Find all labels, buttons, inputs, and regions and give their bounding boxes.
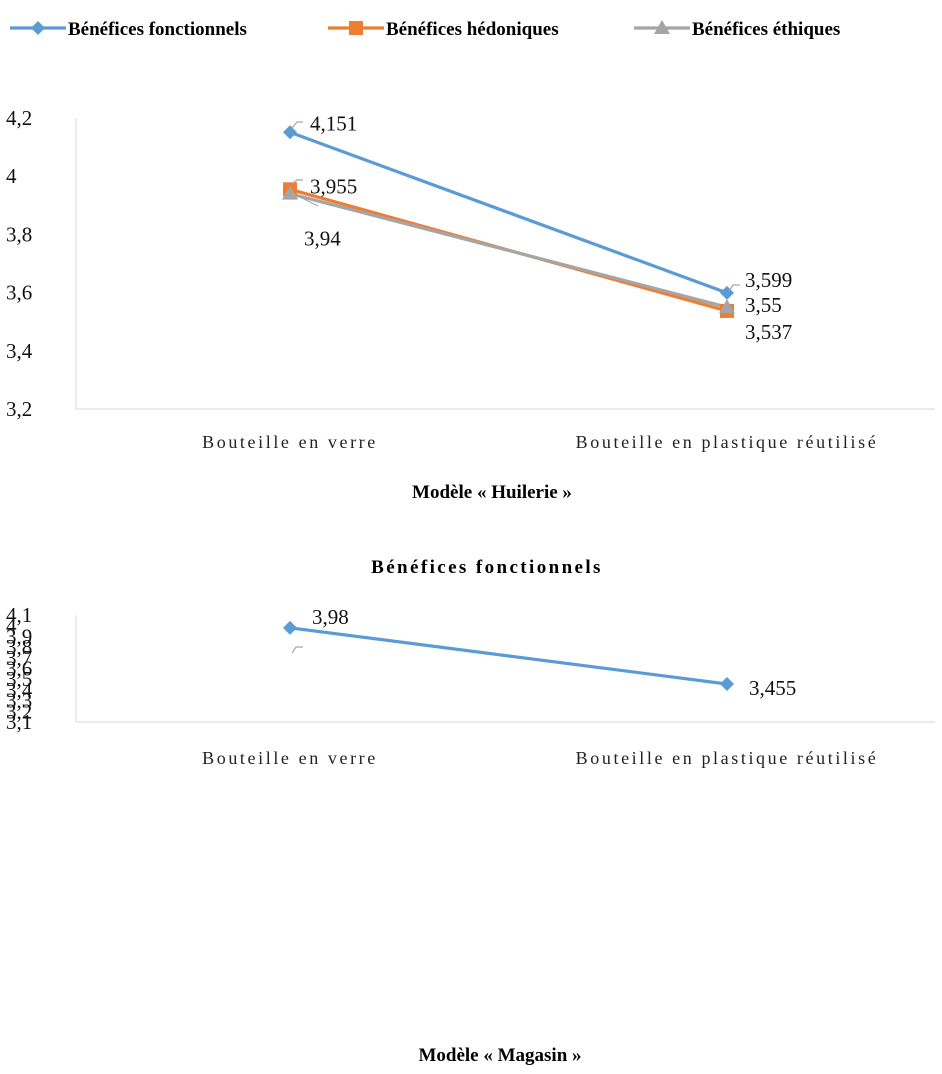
y-tick-label: 3,6 xyxy=(6,657,32,681)
legend-item-functional: Bénéfices fonctionnels xyxy=(10,19,247,40)
y-tick-label: 4,1 xyxy=(6,603,32,627)
chart-caption-magasin: Modèle « Magasin » xyxy=(418,1045,581,1066)
y-tick-label: 4,2 xyxy=(6,106,32,130)
legend-label-hedonic: Bénéfices hédoniques xyxy=(386,19,559,40)
y-tick-label: 3,8 xyxy=(6,635,32,659)
plot-area xyxy=(75,118,935,410)
chart-caption-huilerie: Modèle « Huilerie » xyxy=(412,482,572,503)
y-tick-label: 3,8 xyxy=(6,222,32,246)
y-axis-ticks: 3,2 3,4 3,6 3,8 4 4,2 xyxy=(6,106,33,421)
data-point-marker xyxy=(282,185,298,200)
legend-diamond-marker-icon xyxy=(31,21,45,35)
data-label: 3,455 xyxy=(749,676,796,700)
y-tick-label: 3,4 xyxy=(6,339,33,363)
data-point-marker xyxy=(720,285,734,300)
y-axis-ticks: 3,13,23,33,43,53,63,73,83,944,1 xyxy=(6,603,33,734)
series-line xyxy=(289,626,728,686)
data-label: 3,537 xyxy=(745,320,792,344)
y-tick-label: 3,5 xyxy=(6,667,32,691)
data-point-marker xyxy=(283,125,297,140)
y-tick-label: 3,2 xyxy=(6,397,32,421)
data-label-leader xyxy=(291,121,303,129)
data-label: 3,599 xyxy=(745,268,792,292)
y-tick-label: 3,4 xyxy=(6,678,33,702)
y-tick-label: 3,7 xyxy=(6,646,32,670)
x-category-label: Bouteille en plastique réutilisé xyxy=(576,432,879,452)
data-label: 3,98 xyxy=(312,605,349,629)
chart-series: 3,98 3,455 xyxy=(283,605,796,700)
chart-title-magasin: Bénéfices fonctionnels xyxy=(371,557,603,578)
data-label: 4,151 xyxy=(310,111,357,135)
plot-area xyxy=(75,615,935,723)
data-label-leader xyxy=(291,646,303,654)
legend-label-functional: Bénéfices fonctionnels xyxy=(68,19,247,40)
chart-huilerie: 3,2 3,4 3,6 3,8 4 4,2 4,151 3,599 3,955 3,537 3,9… xyxy=(6,106,935,503)
data-label: 3,955 xyxy=(310,174,357,198)
y-tick-label: 4 xyxy=(6,614,17,638)
x-axis-categories: Bouteille en verre Bouteille en plastique… xyxy=(202,432,879,452)
x-category-label: Bouteille en verre xyxy=(202,748,378,768)
legend-item-ethical: Bénéfices éthiques xyxy=(634,19,840,40)
legend-item-hedonic: Bénéfices hédoniques xyxy=(328,19,559,40)
y-tick-label: 3,2 xyxy=(6,699,32,723)
legend-triangle-marker-icon xyxy=(654,20,670,34)
legend-label-ethical: Bénéfices éthiques xyxy=(692,19,840,40)
data-point-marker xyxy=(283,620,297,635)
y-tick-label: 3,9 xyxy=(6,624,32,648)
series-line xyxy=(289,130,728,295)
series-line xyxy=(289,192,728,309)
data-label: 3,55 xyxy=(745,293,782,317)
legend-square-marker-icon xyxy=(349,21,363,35)
y-tick-label: 4 xyxy=(6,164,17,188)
data-label: 3,94 xyxy=(304,227,341,251)
data-label-leader xyxy=(728,284,740,292)
chart-magasin: Bénéfices fonctionnels 3,13,23,33,43,53,… xyxy=(6,557,935,1066)
y-tick-label: 3,1 xyxy=(6,710,32,734)
chart-series: 4,151 3,599 3,955 3,537 3,94 3,55 xyxy=(282,111,792,344)
data-point-marker xyxy=(720,677,734,692)
y-tick-label: 3,6 xyxy=(6,281,32,305)
x-axis-categories: Bouteille en verre Bouteille en plastique… xyxy=(202,748,879,768)
data-label-leader xyxy=(291,179,303,185)
x-category-label: Bouteille en verre xyxy=(202,432,378,452)
y-tick-label: 3,3 xyxy=(6,689,32,713)
data-label-leader xyxy=(293,193,319,207)
legend: Bénéfices fonctionnels Bénéfices hédoniq… xyxy=(10,19,840,40)
x-category-label: Bouteille en plastique réutilisé xyxy=(576,748,879,768)
data-point-marker xyxy=(719,299,735,314)
